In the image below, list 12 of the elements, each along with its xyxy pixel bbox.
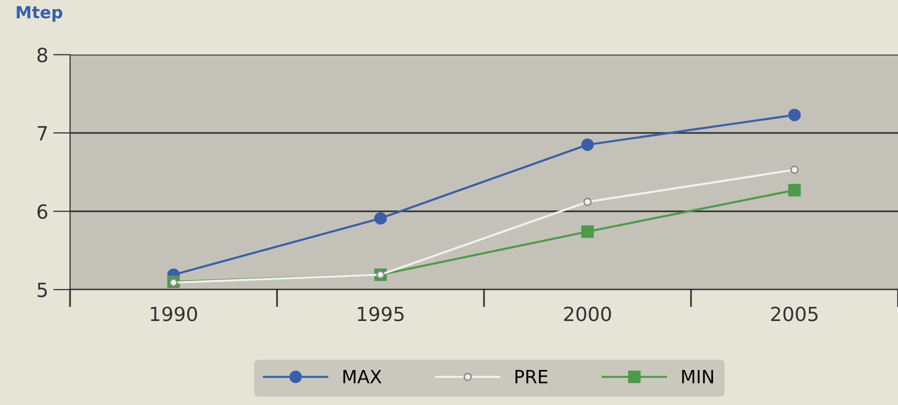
- x-tick-label: 1995: [358, 306, 404, 322]
- legend-label: MAX: [343, 370, 382, 384]
- y-tick-label: 5: [38, 282, 47, 298]
- x-tick-label: 1990: [150, 306, 197, 322]
- y-tick-label: 7: [38, 126, 47, 140]
- legend-label: PRE: [516, 370, 548, 384]
- y-tick-label: 6: [38, 204, 48, 219]
- legend-label: MIN: [682, 370, 714, 384]
- y-axis-title: Mtep: [16, 6, 62, 22]
- x-tick-label: 2005: [771, 306, 818, 322]
- y-tick-label: 8: [37, 48, 48, 62]
- x-tick-label: 2000: [564, 306, 611, 322]
